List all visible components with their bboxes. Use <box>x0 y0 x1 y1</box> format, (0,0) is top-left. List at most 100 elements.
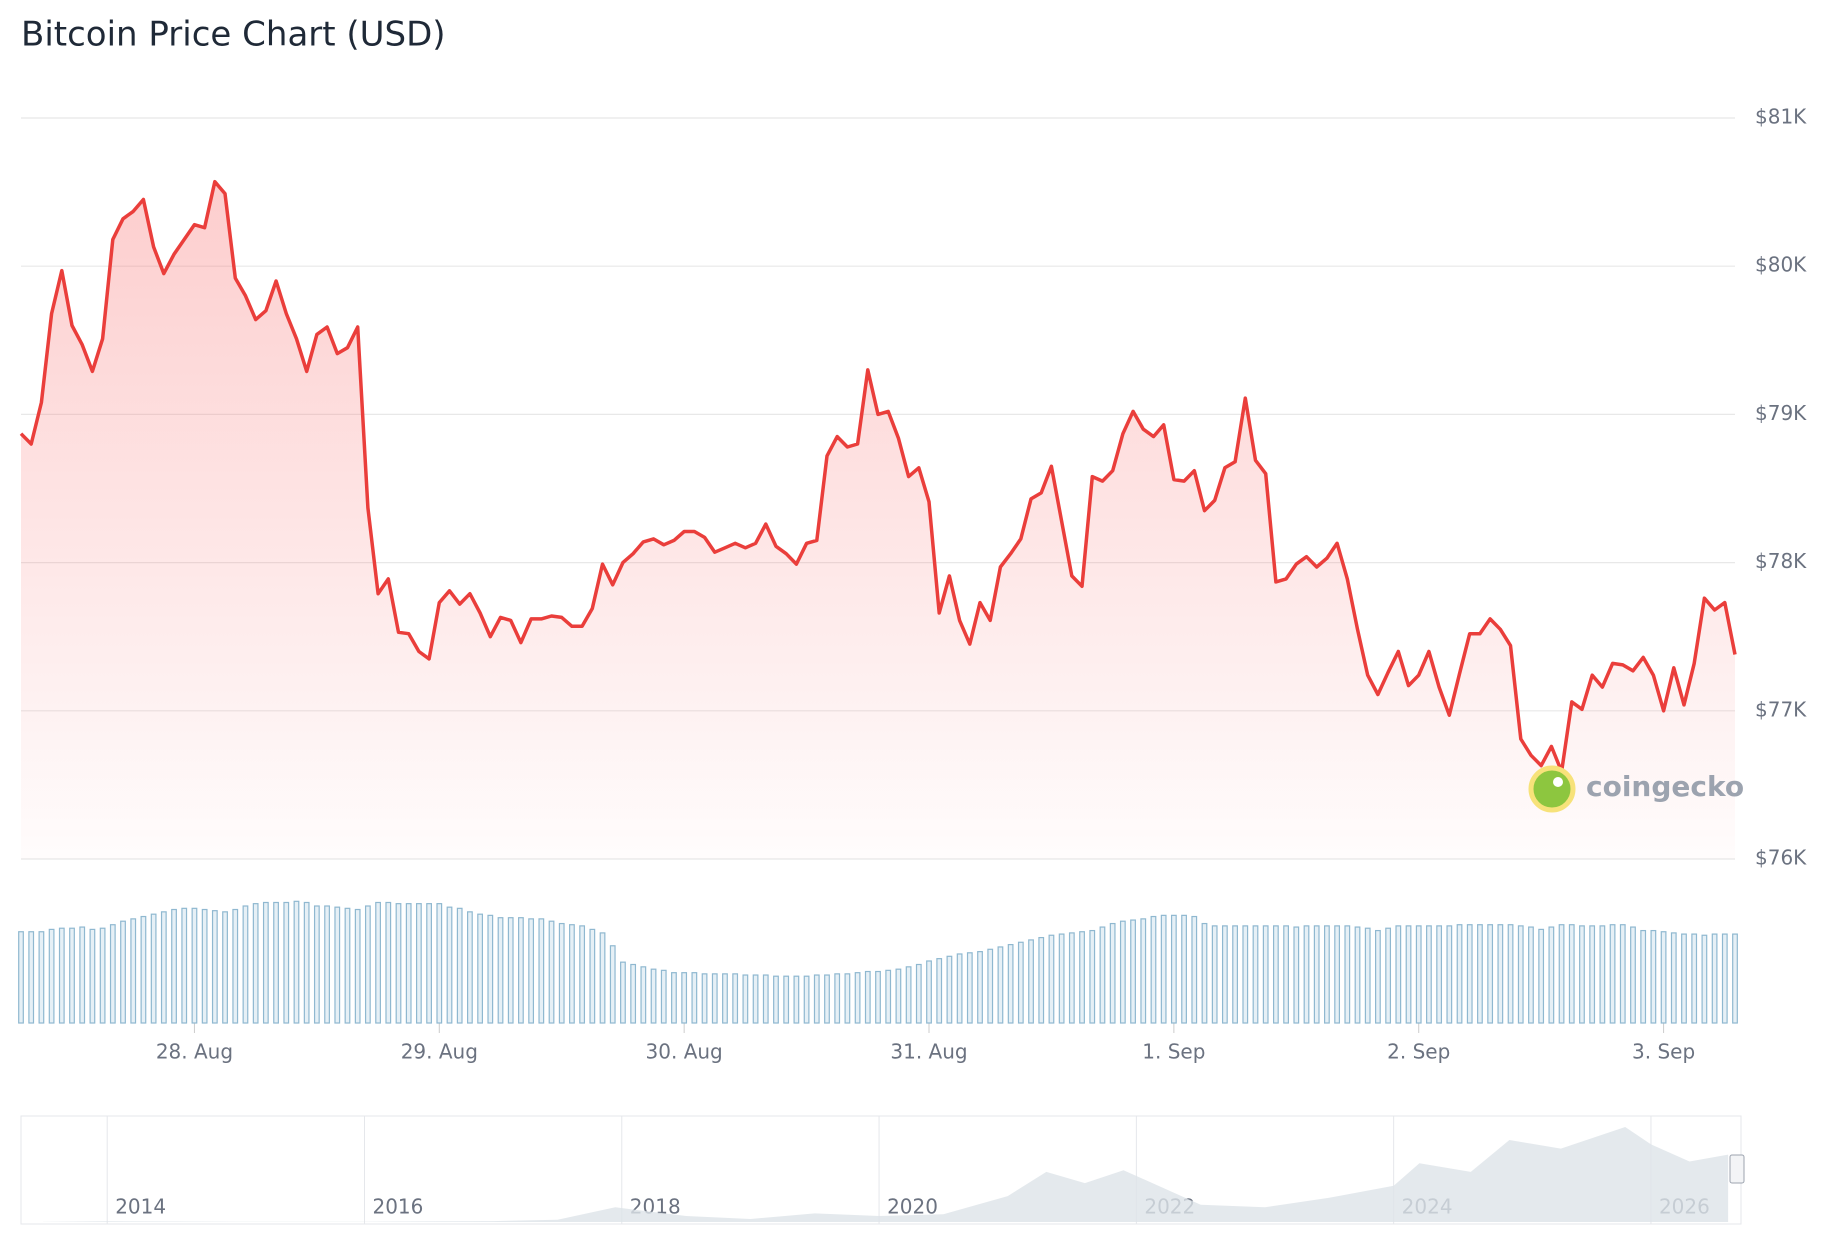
volume-bar <box>1242 925 1249 1024</box>
watermark-logo <box>1528 765 1576 813</box>
y-tick-label: $81K <box>1755 105 1807 129</box>
volume-bar <box>773 975 779 1024</box>
volume-bar <box>273 901 279 1024</box>
volume-bar <box>1160 914 1167 1024</box>
volume-bar <box>1456 924 1463 1024</box>
volume-bar <box>1150 915 1157 1024</box>
volume-bar <box>1517 925 1524 1024</box>
volume-bar <box>936 958 943 1024</box>
volume-bar <box>895 968 902 1024</box>
volume-bar <box>109 924 116 1024</box>
volume-bar <box>1415 925 1422 1024</box>
nav-handle <box>1729 1154 1745 1184</box>
volume-bar <box>864 970 871 1024</box>
volume-bar <box>1630 926 1636 1024</box>
volume-bar <box>1538 928 1545 1024</box>
volume-bar <box>1579 925 1585 1024</box>
volume-bar <box>1477 924 1483 1024</box>
nav-tick-label: 2014 <box>115 1195 166 1219</box>
volume-bar <box>905 966 912 1024</box>
volume-bar <box>569 924 575 1024</box>
volume-bar <box>1497 924 1504 1024</box>
volume-bar <box>1109 922 1116 1024</box>
x-tick-label: 3. Sep <box>1632 1040 1695 1064</box>
volume-bar <box>69 927 75 1024</box>
volume-bar <box>1099 926 1106 1024</box>
x-tick-label: 31. Aug <box>890 1040 967 1064</box>
volume-bar <box>395 903 402 1024</box>
volume-bar <box>1119 920 1126 1024</box>
volume-bar <box>28 931 35 1024</box>
volume-bar <box>293 900 300 1024</box>
volume-bar <box>1089 929 1096 1024</box>
volume-bar <box>242 905 249 1024</box>
volume-bar <box>79 926 86 1024</box>
volume-bar <box>313 905 320 1024</box>
volume-bar <box>915 963 922 1024</box>
volume-bar <box>385 901 392 1024</box>
volume-bar <box>150 913 157 1024</box>
volume-bar <box>722 973 728 1024</box>
volume-bar <box>487 914 494 1024</box>
y-tick-label: $77K <box>1755 697 1807 721</box>
volume-bar <box>58 927 65 1024</box>
volume-bar <box>232 908 239 1024</box>
volume-bar <box>1711 933 1718 1024</box>
x-tick-label: 2. Sep <box>1387 1040 1450 1064</box>
x-tick-label: 28. Aug <box>156 1040 233 1064</box>
volume-bar <box>1395 925 1402 1024</box>
volume-bar <box>1558 924 1565 1024</box>
volume-bar <box>160 911 167 1024</box>
volume-bar <box>1170 914 1177 1024</box>
volume-bar <box>1589 925 1596 1024</box>
volume-bar <box>1426 925 1432 1024</box>
volume-bar <box>630 963 637 1024</box>
volume-bar <box>1211 925 1218 1024</box>
chart-title: Bitcoin Price Chart (USD) <box>21 15 446 55</box>
volume-bar <box>885 969 892 1024</box>
volume-bar <box>1068 932 1075 1024</box>
volume-bar <box>48 928 55 1024</box>
volume-bar <box>803 975 810 1024</box>
volume-bar <box>1017 941 1024 1024</box>
volume-bar <box>1354 926 1361 1024</box>
volume-bar <box>283 901 290 1024</box>
volume-bar <box>793 975 800 1024</box>
volume-bar <box>415 903 422 1024</box>
volume-bar <box>1446 925 1453 1024</box>
watermark: coingecko <box>1528 765 1744 813</box>
volume-bar <box>222 911 228 1024</box>
volume-bar <box>926 960 932 1024</box>
volume-bar <box>1303 925 1310 1024</box>
y-tick-label: $80K <box>1755 253 1807 277</box>
volume-bar <box>1599 925 1606 1024</box>
volume-bar <box>650 968 657 1024</box>
y-tick-label: $78K <box>1755 549 1807 573</box>
volume-bar <box>824 974 830 1024</box>
volume-bar <box>1079 931 1085 1024</box>
volume-bar <box>854 972 861 1024</box>
y-tick-label: $76K <box>1755 846 1807 870</box>
volume-bar <box>1058 933 1065 1024</box>
volume-bar <box>783 975 790 1024</box>
y-tick-label: $79K <box>1755 401 1807 425</box>
volume-bar <box>405 903 412 1024</box>
volume-bar <box>375 901 381 1024</box>
volume-bar <box>1466 924 1473 1024</box>
volume-bar <box>681 972 688 1024</box>
volume-bar <box>660 969 667 1024</box>
volume-bar <box>620 961 626 1024</box>
volume-bar <box>18 931 24 1024</box>
volume-bar <box>538 918 545 1024</box>
volume-bar <box>1038 936 1045 1024</box>
volume-bar <box>966 952 973 1024</box>
volume-bar <box>956 953 963 1024</box>
volume-bar <box>1262 925 1269 1024</box>
nav-area <box>42 1127 1729 1222</box>
volume-bar <box>1609 924 1616 1024</box>
volume-bar <box>1272 925 1279 1024</box>
volume-bar <box>1487 924 1494 1024</box>
volume-bar <box>813 974 820 1024</box>
volume-bar <box>599 932 606 1024</box>
nav-tick-label: 2020 <box>887 1195 938 1219</box>
